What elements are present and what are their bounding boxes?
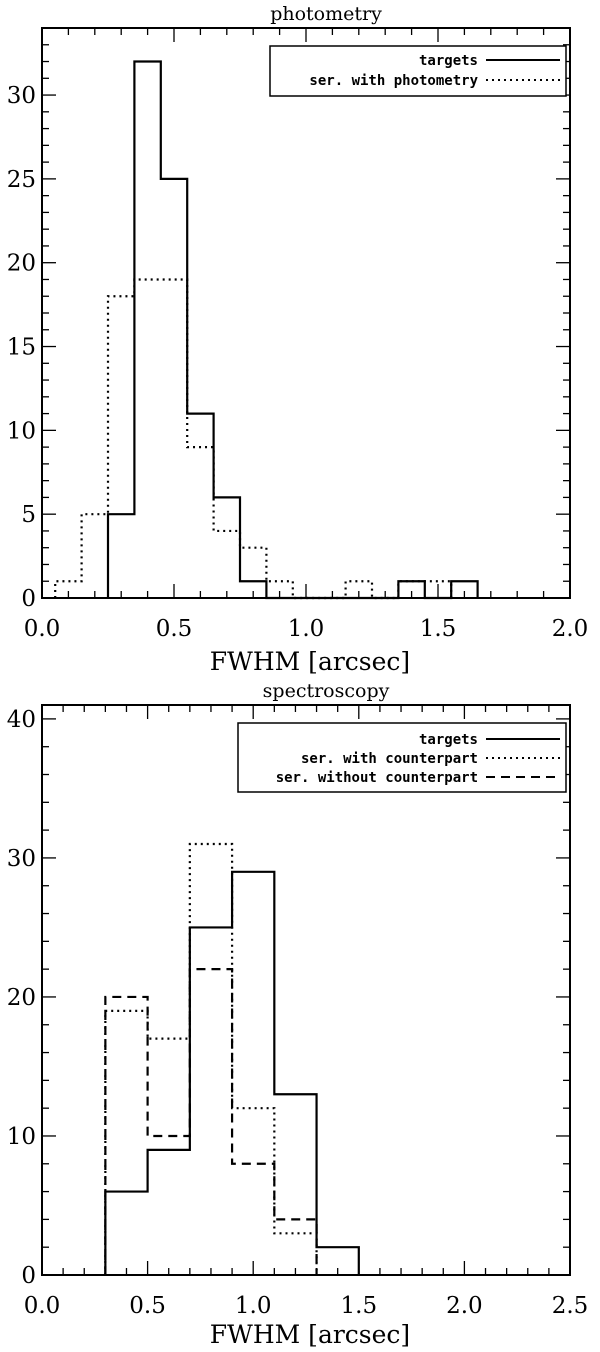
axis-ticks bbox=[41, 705, 571, 1276]
y-tick-label: 20 bbox=[7, 251, 36, 277]
series-ser-without-counterpart bbox=[104, 968, 318, 1275]
x-tick-label: 2.5 bbox=[552, 1293, 589, 1319]
photometry-panel: photometry 0.0 0.5 1.0 1.5 2.0 0 5 10 15 20 25 30 F… bbox=[7, 3, 589, 676]
x-tick-label: 2.0 bbox=[552, 616, 589, 642]
series-targets bbox=[104, 870, 360, 1275]
plot-frame bbox=[41, 704, 571, 1276]
legend: targets ser. with counterpart ser. without… bbox=[237, 722, 567, 793]
histogram-series bbox=[104, 842, 360, 1275]
y-tick-label: 10 bbox=[7, 1124, 36, 1150]
y-tick-label: 0 bbox=[21, 586, 36, 612]
x-tick-label: 1.0 bbox=[288, 616, 325, 642]
series-ser-with-photometry bbox=[54, 278, 453, 600]
chart-title: spectroscopy bbox=[263, 680, 390, 702]
y-tick-label: 25 bbox=[7, 167, 36, 193]
legend-label: ser. with counterpart bbox=[301, 751, 478, 767]
legend: targets ser. with photometry bbox=[269, 45, 567, 97]
x-tick-label: 1.5 bbox=[420, 616, 457, 642]
x-tick-label: 1.5 bbox=[341, 1293, 378, 1319]
y-tick-label: 0 bbox=[21, 1263, 36, 1289]
y-tick-label: 20 bbox=[7, 985, 36, 1011]
y-tick-label: 10 bbox=[7, 418, 36, 444]
plot-frame bbox=[41, 27, 571, 599]
x-tick-label: 0.0 bbox=[24, 616, 61, 642]
x-tick-label: 0.5 bbox=[129, 1293, 166, 1319]
legend-label: ser. without counterpart bbox=[276, 770, 478, 786]
tick-labels: 0.0 0.5 1.0 1.5 2.0 2.5 0 10 20 30 40 bbox=[7, 707, 589, 1319]
legend-box bbox=[269, 45, 567, 97]
legend-label: targets bbox=[419, 53, 478, 69]
x-tick-label: 2.0 bbox=[446, 1293, 483, 1319]
x-tick-label: 0.0 bbox=[24, 1293, 61, 1319]
legend-label: ser. with photometry bbox=[309, 73, 478, 89]
series-targets bbox=[106, 60, 479, 600]
x-axis-label: FWHM [arcsec] bbox=[210, 647, 410, 676]
legend-label: targets bbox=[419, 732, 478, 748]
y-tick-label: 15 bbox=[7, 335, 36, 361]
y-tick-label: 40 bbox=[7, 707, 36, 733]
tick-labels: 0.0 0.5 1.0 1.5 2.0 0 5 10 15 20 25 30 bbox=[7, 83, 589, 642]
y-tick-label: 30 bbox=[7, 846, 36, 872]
chart-title: photometry bbox=[270, 3, 382, 25]
x-tick-label: 1.0 bbox=[235, 1293, 272, 1319]
series-ser-with-counterpart bbox=[104, 842, 318, 1275]
x-tick-label: 0.5 bbox=[156, 616, 193, 642]
y-tick-label: 30 bbox=[7, 83, 36, 109]
axis-ticks bbox=[41, 27, 571, 599]
y-tick-label: 5 bbox=[21, 502, 36, 528]
spectroscopy-panel: spectroscopy 0.0 0.5 1.0 1.5 2.0 2.5 0 10 20 30 40… bbox=[7, 680, 589, 1349]
x-axis-label: FWHM [arcsec] bbox=[210, 1320, 410, 1349]
histogram-series bbox=[54, 60, 479, 600]
